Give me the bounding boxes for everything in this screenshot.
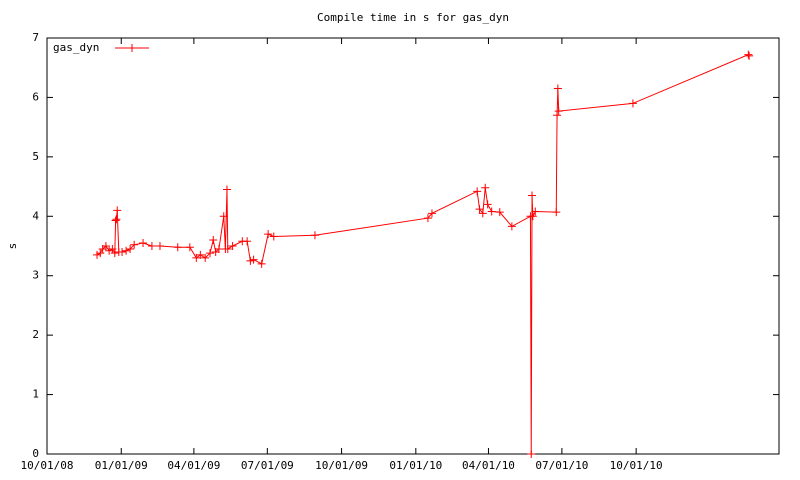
point [173,243,182,252]
point [427,209,436,218]
point [475,205,484,214]
point [246,256,255,265]
point [264,230,273,239]
point [118,247,127,256]
point [139,239,148,248]
point [527,450,536,458]
point [185,243,194,252]
chart-title: Compile time in s for gas_dyn [317,11,509,24]
point [553,111,562,120]
series-line [96,54,750,455]
point [269,232,278,241]
point [96,249,105,258]
point [206,249,215,258]
point [108,244,117,253]
y-tick-label: 3 [32,269,39,282]
point [628,99,637,108]
x-tick-label: 04/01/10 [462,459,515,472]
point [554,107,563,116]
y-tick-label: 7 [32,31,39,44]
point [110,249,119,258]
point [528,212,537,221]
point [744,50,753,59]
point [93,250,102,259]
point [147,242,156,250]
point [112,215,121,224]
legend-swatch [115,44,149,52]
point [223,244,232,253]
point [196,250,205,259]
point [219,212,228,221]
x-tick-label: 07/01/10 [535,459,588,472]
point [201,253,210,262]
legend-label: gas_dyn [53,41,99,54]
x-tick-label: 10/01/08 [21,459,74,472]
point [126,244,135,253]
point [257,259,266,268]
point [222,185,231,194]
y-axis-label: s [6,243,19,250]
y-tick-label: 2 [32,328,39,341]
x-tick-label: 10/01/09 [315,459,368,472]
plot-frame [46,37,780,455]
point [249,255,258,264]
x-tick-label: 01/01/09 [95,459,148,472]
point [101,242,110,250]
point [113,206,122,215]
point [105,246,114,255]
point [228,242,237,250]
point [423,214,432,223]
point [243,237,252,246]
point [481,183,490,192]
y-tick-label: 5 [32,150,39,163]
point [531,207,540,216]
point [478,209,487,218]
y-tick-label: 1 [32,388,39,401]
point [552,208,561,217]
x-tick-label: 10/01/10 [610,459,663,472]
point [487,207,496,216]
y-tick-label: 4 [32,209,39,222]
point [209,236,218,245]
point [310,231,319,240]
x-tick-label: 04/01/09 [167,459,220,472]
point [130,240,139,249]
point [528,191,537,200]
point [122,246,131,255]
point [155,242,164,250]
point [507,222,516,231]
point [495,208,504,217]
x-tick-label: 07/01/09 [241,459,294,472]
point [483,200,492,209]
y-tick-label: 0 [32,447,39,460]
y-tick-label: 6 [32,90,39,103]
point [745,51,754,60]
point [553,84,562,93]
x-tick-label: 01/01/10 [389,459,442,472]
point [192,253,201,262]
point [111,216,120,225]
point [473,187,482,196]
